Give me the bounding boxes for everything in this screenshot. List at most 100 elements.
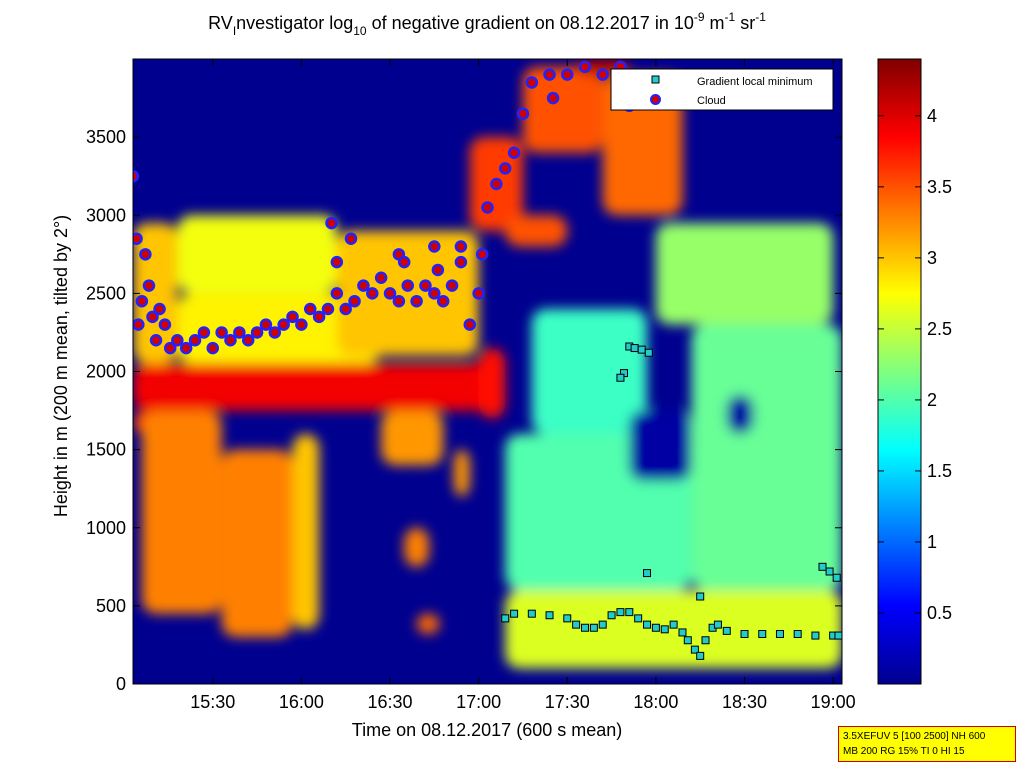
x-tick-label: 16:00: [279, 692, 324, 712]
y-tick-label: 0: [116, 674, 126, 694]
cloud-point: [139, 248, 152, 261]
gradient-min-point: [634, 614, 643, 623]
legend-circle-icon: [650, 94, 661, 105]
heatmap-region: [505, 590, 842, 669]
heatmap-region: [505, 215, 568, 247]
colorbar-tick-label: 3.5: [927, 177, 952, 197]
cloud-point: [454, 255, 468, 269]
cloud-point: [321, 302, 335, 316]
cloud-point: [490, 177, 503, 191]
heatmap-region: [478, 348, 506, 419]
gradient-min-point: [701, 636, 710, 645]
heatmap-region: [726, 394, 754, 434]
cloud-point: [436, 294, 450, 308]
cloud-point: [410, 294, 423, 308]
x-axis: 15:30 16:00 16:30 17:00 17:30 18:00 18:30 19:00: [190, 59, 856, 712]
cloud-point: [259, 318, 273, 331]
gradient-min-point: [616, 608, 625, 617]
y-tick-label: 3500: [86, 127, 126, 147]
gradient-min-point: [678, 628, 687, 637]
y-axis: 0 500 1000 1500 2000 2500 3000 3500: [86, 127, 842, 694]
gradient-min-point: [563, 614, 572, 623]
x-axis-label: Time on 08.12.2017 (600 s mean): [352, 720, 623, 740]
cloud-point: [188, 334, 202, 347]
cloud-point: [578, 60, 592, 74]
gradient-min-point: [722, 626, 731, 635]
cloud-point: [428, 287, 441, 300]
heatmap-region: [691, 324, 842, 591]
gradient-min-point: [510, 609, 519, 618]
gradient-min-point: [793, 630, 802, 638]
cloud-point: [546, 91, 560, 105]
gradient-min-point: [643, 569, 652, 578]
gradient-min-point: [696, 592, 705, 601]
chart-title: RVInvestigator log10 of negative gradien…: [208, 10, 766, 38]
info-line-2: MB 200 RG 15% TI 0 HI 15: [843, 746, 965, 757]
gradient-min-point: [501, 614, 510, 623]
gradient-min-point: [834, 631, 842, 640]
gradient-min-point: [545, 611, 554, 620]
x-tick-label: 17:00: [456, 692, 501, 712]
cloud-point: [525, 76, 539, 89]
gradient-min-point: [580, 623, 589, 632]
gradient-min-point: [811, 631, 820, 640]
heatmap-region: [453, 449, 470, 497]
heatmap-region: [177, 215, 337, 294]
gradient-min-point: [607, 611, 616, 620]
cloud-point: [330, 255, 344, 269]
gradient-min-point: [644, 348, 653, 357]
cloud-point: [135, 294, 149, 308]
colorbar: 0.5 1 1.5 2 2.5 3 3.5 4: [877, 58, 952, 685]
y-tick-label: 1000: [86, 518, 126, 538]
cloud-point: [149, 334, 163, 347]
gradient-min-point: [630, 344, 639, 353]
cloud-point: [133, 232, 143, 245]
cloud-point: [304, 302, 317, 316]
gradient-min-point: [740, 630, 749, 638]
cloud-point: [475, 248, 489, 261]
cloud-point: [295, 318, 308, 331]
gradient-min-point: [643, 620, 652, 629]
cloud-point: [224, 334, 237, 347]
colorbar-gradient: [877, 58, 922, 685]
legend-square-icon: [651, 75, 660, 84]
colorbar-tick-label: 1.5: [927, 461, 952, 481]
cloud-point: [401, 279, 414, 292]
cloud-point: [241, 334, 255, 347]
x-tick-label: 19:00: [811, 692, 856, 712]
cloud-point: [330, 287, 344, 300]
gradient-min-point: [669, 620, 678, 629]
colorbar-tick-label: 4: [927, 106, 937, 126]
colorbar-tick-label: 0.5: [927, 603, 952, 623]
cloud-point: [344, 232, 358, 245]
y-tick-label: 500: [96, 596, 126, 616]
cloud-point: [507, 146, 521, 159]
cloud-point: [397, 255, 411, 269]
cloud-point: [445, 279, 459, 292]
colorbar-tick-label: 1: [927, 532, 937, 552]
x-tick-label: 15:30: [190, 692, 235, 712]
cloud-point: [146, 310, 159, 324]
gradient-min-point: [696, 651, 705, 660]
cloud-point: [163, 341, 177, 355]
cloud-point: [392, 294, 406, 308]
colorbar-tick-label: 3: [927, 248, 937, 268]
y-axis-label: Height in m (200 m mean, tilted by 2°): [51, 215, 71, 517]
cloud-point: [357, 279, 370, 292]
cloud-point: [179, 341, 193, 355]
gradient-min-point: [589, 623, 598, 632]
cloud-point: [454, 240, 468, 253]
cloud-point: [431, 263, 445, 277]
cloud-point: [206, 341, 220, 355]
cloud-point: [498, 162, 512, 175]
gradient-min-point: [572, 620, 581, 629]
gradient-min-point: [713, 620, 722, 629]
heatmap-region: [531, 309, 648, 434]
cloud-point: [472, 287, 485, 300]
cloud-point: [339, 302, 352, 316]
gradient-min-point: [690, 645, 699, 654]
info-line-1: 3.5XEFUV 5 [100 2500] NH 600: [843, 731, 986, 742]
colorbar-ticks: 0.5 1 1.5 2 2.5 3 3.5 4: [878, 106, 952, 623]
colorbar-tick-label: 2: [927, 390, 937, 410]
